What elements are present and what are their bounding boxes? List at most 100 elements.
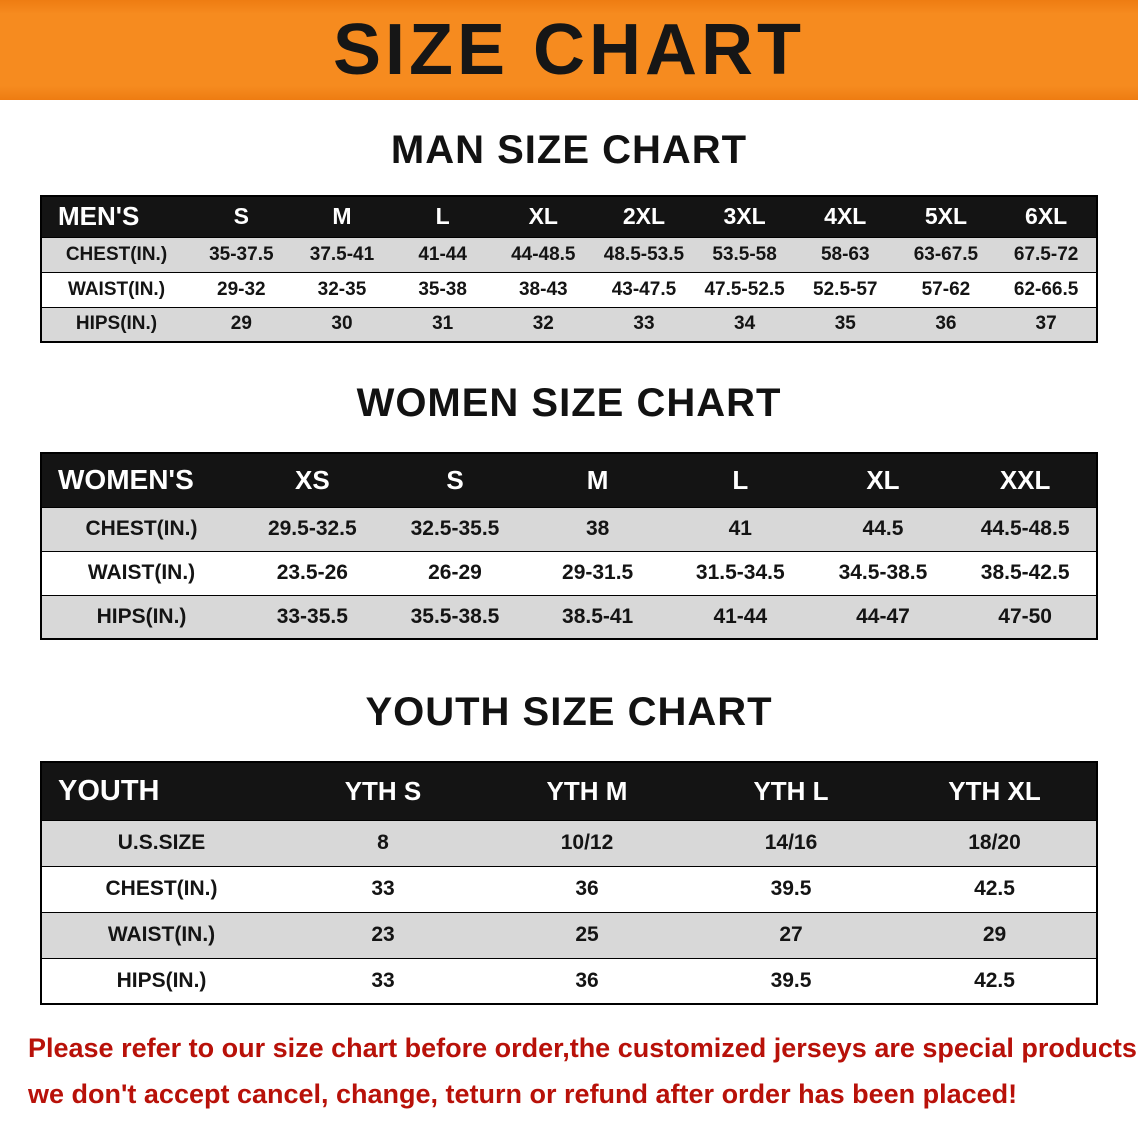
row-label: HIPS(IN.) [96,604,187,628]
table-row: HIPS(IN.) 33 36 39.5 42.5 [41,958,1097,1004]
column-header-cell: L [732,464,749,495]
size-value-cell: 39.5 [770,877,812,900]
size-value-cell: 38.5-41 [562,604,634,628]
column-header-cell: 5XL [924,203,968,230]
size-value-cell: 33-35.5 [276,604,348,628]
row-label: WAIST(IN.) [107,923,216,946]
table-row: CHEST(IN.) 35-37.5 37.5-41 41-44 44-48.5 48.5… [41,237,1097,272]
table-row: WAIST(IN.) 29-32 32-35 35-38 38-43 43-47.5 47.… [41,272,1097,307]
size-value-cell: 44-47 [856,604,910,628]
column-header-cell: YTH L [753,775,829,806]
women-size-chart-heading: WOMEN SIZE CHART [356,381,782,425]
column-header-cell: XL [866,464,900,495]
table-header-row: MEN'S S M L XL 2XL 3XL 4XL 5XL 6XL [41,196,1097,237]
row-label: WAIST(IN.) [67,278,166,300]
table-row: HIPS(IN.) 33-35.5 35.5-38.5 38.5-41 41-44 44-… [41,595,1097,639]
size-value-cell: 44.5 [862,517,904,540]
size-value-cell: 38-43 [518,278,568,300]
size-value-cell: 38 [585,517,610,540]
size-value-cell: 14/16 [764,831,818,854]
column-header-cell: S [233,203,249,230]
size-value-cell: 35-38 [418,278,467,300]
column-header-cell: 3XL [723,203,766,230]
row-label: HIPS(IN.) [116,968,207,992]
size-value-cell: 41-44 [418,243,467,265]
size-value-cell: 33 [633,313,655,335]
row-label: CHEST(IN.) [65,243,168,265]
size-value-cell: 32.5-35.5 [410,517,500,540]
size-value-cell: 42.5 [974,877,1015,900]
table-row: CHEST(IN.) 29.5-32.5 32.5-35.5 38 41 44.5 44.5… [41,507,1097,551]
size-table: MEN'S S M L XL 2XL 3XL 4XL 5XL 6XL CHEST(IN.) 35-37… [40,195,1098,343]
size-value-cell: 44-48.5 [511,243,576,265]
size-value-cell: 35 [834,313,856,335]
size-value-cell: 37.5-41 [309,243,375,265]
size-table: WOMEN'S XS S M L XL XXL CHEST(IN.) 29.5-32.5 32.5… [40,452,1098,640]
size-value-cell: 34 [734,313,756,335]
youth-size-table: YOUTH YTH S YTH M YTH L YTH XL U.S.SIZE 8 10/12… [40,761,1098,1005]
size-value-cell: 67.5-72 [1013,243,1079,265]
youth-size-chart-heading: YOUTH SIZE CHART [365,690,773,734]
men-size-table: MEN'S S M L XL 2XL 3XL 4XL 5XL 6XL CHEST(IN.) 35-37… [40,195,1098,343]
column-header-cell: M [586,464,609,495]
table-corner-label: MEN'S [58,201,140,232]
size-value-cell: 33 [371,968,395,992]
row-label: WAIST(IN.) [87,561,196,584]
size-value-cell: 29 [982,923,1007,946]
table-row: HIPS(IN.) 29 30 31 32 33 34 35 36 37 [41,307,1097,342]
size-value-cell: 25 [575,923,599,946]
size-value-cell: 23 [371,923,395,946]
column-header-cell: YTH XL [948,775,1041,806]
table-row: U.S.SIZE 8 10/12 14/16 18/20 [41,820,1097,866]
table-corner-label: YOUTH [58,774,160,807]
row-label: HIPS(IN.) [75,313,158,335]
size-value-cell: 39.5 [770,968,812,992]
row-label: CHEST(IN.) [85,517,198,540]
column-header-cell: XL [528,203,558,230]
size-value-cell: 35-37.5 [209,243,274,265]
size-value-cell: 31.5-34.5 [695,561,785,584]
size-value-cell: 29-31.5 [562,561,634,584]
column-header-cell: YTH S [344,775,422,806]
size-value-cell: 47.5-52.5 [704,278,785,300]
row-label: CHEST(IN.) [105,877,218,900]
size-value-cell: 27 [779,923,803,946]
table-row: WAIST(IN.) 23.5-26 26-29 29-31.5 31.5-34.5 34… [41,551,1097,595]
size-value-cell: 37 [1035,313,1057,335]
size-value-cell: 36 [575,968,599,992]
banner-title: SIZE CHART [333,10,805,90]
column-header-cell: YTH M [546,775,628,806]
column-header-cell: 4XL [824,203,867,230]
disclaimer-line-1: Please refer to our size chart before or… [28,1033,1138,1063]
column-header-cell: S [446,464,464,495]
size-value-cell: 8 [377,831,389,854]
size-value-cell: 58-63 [820,243,870,265]
table-row: CHEST(IN.) 33 36 39.5 42.5 [41,866,1097,912]
size-value-cell: 41-44 [713,604,768,628]
size-value-cell: 29-32 [217,278,266,300]
size-value-cell: 44.5-48.5 [980,517,1070,540]
size-value-cell: 62-66.5 [1013,278,1079,300]
row-label: U.S.SIZE [117,831,206,854]
size-value-cell: 32-35 [317,278,367,300]
table-header-row: WOMEN'S XS S M L XL XXL [41,453,1097,507]
disclaimer-line-2: we don't accept cancel, change, teturn o… [28,1079,1018,1109]
column-header-cell: L [435,203,450,230]
disclaimer-note: Please refer to our size chart before or… [0,1025,1138,1117]
column-header-cell: XS [294,464,330,495]
size-chart-banner: SIZE CHART [0,0,1138,100]
size-value-cell: 36 [935,313,957,335]
column-header-cell: 2XL [622,203,666,230]
size-value-cell: 18/20 [968,831,1021,854]
size-value-cell: 35.5-38.5 [410,604,500,628]
size-value-cell: 38.5-42.5 [980,561,1070,584]
size-value-cell: 32 [532,313,554,335]
size-value-cell: 57-62 [921,278,971,300]
size-value-cell: 47-50 [998,604,1052,628]
size-value-cell: 10/12 [560,831,614,854]
column-header-cell: XXL [999,464,1051,495]
size-value-cell: 52.5-57 [813,278,878,300]
size-value-cell: 33 [371,877,395,900]
size-value-cell: 42.5 [974,968,1015,992]
size-value-cell: 31 [432,313,454,335]
